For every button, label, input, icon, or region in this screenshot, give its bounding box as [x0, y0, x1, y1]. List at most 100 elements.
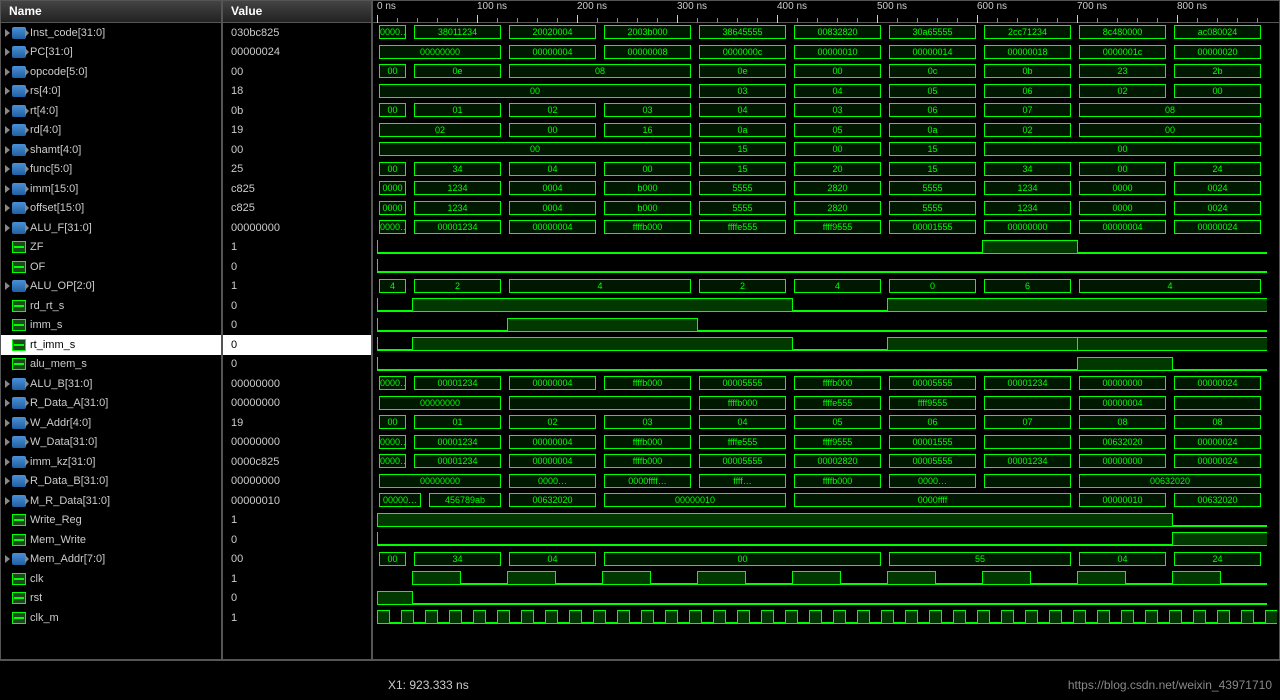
waveform-row[interactable]	[373, 296, 1279, 316]
expand-icon[interactable]	[5, 87, 10, 95]
signal-row[interactable]: rd[4:0]	[1, 121, 221, 141]
waveform-row[interactable]: 0000…0000123400000004ffffb00000005555000…	[373, 452, 1279, 472]
bus-segment: 0000…	[379, 454, 406, 468]
bus-segment: 00	[1079, 162, 1166, 176]
expand-icon[interactable]	[5, 107, 10, 115]
waveform-row[interactable]	[373, 316, 1279, 336]
expand-icon[interactable]	[5, 126, 10, 134]
signal-row[interactable]: Inst_code[31:0]	[1, 23, 221, 43]
signal-row[interactable]: OF	[1, 257, 221, 277]
expand-icon[interactable]	[5, 380, 10, 388]
waveform-row[interactable]: 00000000ffffb000ffffe555ffff955500000004	[373, 394, 1279, 414]
bus-segment: 0000…	[379, 376, 406, 390]
signal-row[interactable]: M_R_Data[31:0]	[1, 491, 221, 511]
signal-icon	[12, 612, 26, 624]
expand-icon[interactable]	[5, 282, 10, 290]
waveform-row[interactable]: 42424064	[373, 277, 1279, 297]
waveform-row[interactable]: 0000…0000123400000004ffffb000ffffe555fff…	[373, 433, 1279, 453]
signal-row[interactable]: clk	[1, 569, 221, 589]
expand-icon[interactable]	[5, 497, 10, 505]
bus-segment: 00005555	[699, 454, 786, 468]
signal-row[interactable]: rd_rt_s	[1, 296, 221, 316]
waveform-row[interactable]: 000012340004b000555528205555123400000024	[373, 179, 1279, 199]
bus-segment: 2820	[794, 181, 881, 195]
signal-row[interactable]: func[5:0]	[1, 160, 221, 180]
waveform-row[interactable]: 000e080e000c0b232b	[373, 62, 1279, 82]
expand-icon[interactable]	[5, 204, 10, 212]
bus-segment: 03	[604, 415, 691, 429]
signal-row[interactable]: ZF	[1, 238, 221, 258]
waveform-row[interactable]: 0200160a050a0200	[373, 121, 1279, 141]
waveform-row[interactable]: 0000…38011234200200042003b00038645555008…	[373, 23, 1279, 43]
signal-row[interactable]: clk_m	[1, 608, 221, 628]
signal-row[interactable]: imm[15:0]	[1, 179, 221, 199]
expand-icon[interactable]	[5, 48, 10, 56]
waveform-row[interactable]: 0015001500	[373, 140, 1279, 160]
signal-row[interactable]: imm_kz[31:0]	[1, 452, 221, 472]
bus-segment: 00000004	[509, 376, 596, 390]
waveform-row[interactable]: 00010203040506070808	[373, 413, 1279, 433]
expand-icon[interactable]	[5, 477, 10, 485]
waveform-row[interactable]: 000000000000…0000ffff…ffff…ffffb0000000……	[373, 472, 1279, 492]
expand-icon[interactable]	[5, 458, 10, 466]
signal-row[interactable]: R_Data_B[31:0]	[1, 472, 221, 492]
waveform-row[interactable]	[373, 608, 1279, 628]
expand-icon[interactable]	[5, 146, 10, 154]
signal-row[interactable]: rt[4:0]	[1, 101, 221, 121]
waveform-row[interactable]	[373, 511, 1279, 531]
signal-row[interactable]: shamt[4:0]	[1, 140, 221, 160]
bus-segment: 00632020	[1174, 493, 1261, 507]
expand-icon[interactable]	[5, 68, 10, 76]
signal-row[interactable]: opcode[5:0]	[1, 62, 221, 82]
waveform-row[interactable]: 0000000000000004000000080000000c00000010…	[373, 43, 1279, 63]
bus-segment: 00	[794, 64, 881, 78]
signal-name: R_Data_A[31:0]	[30, 397, 108, 409]
expand-icon[interactable]	[5, 419, 10, 427]
signal-row[interactable]: Write_Reg	[1, 511, 221, 531]
signal-row[interactable]: W_Addr[4:0]	[1, 413, 221, 433]
expand-icon[interactable]	[5, 438, 10, 446]
signal-row[interactable]: W_Data[31:0]	[1, 433, 221, 453]
signal-row[interactable]: ALU_OP[2:0]	[1, 277, 221, 297]
waveform-row[interactable]	[373, 257, 1279, 277]
expand-icon[interactable]	[5, 165, 10, 173]
waveform-row[interactable]: 00030405060200	[373, 82, 1279, 102]
waveform-row[interactable]: 00000…456789ab00632020000000100000ffff00…	[373, 491, 1279, 511]
expand-icon[interactable]	[5, 29, 10, 37]
waveform-row[interactable]	[373, 355, 1279, 375]
signal-row[interactable]: rst	[1, 589, 221, 609]
waveform-row[interactable]	[373, 589, 1279, 609]
signal-row[interactable]: offset[15:0]	[1, 199, 221, 219]
signal-row[interactable]: ALU_B[31:0]	[1, 374, 221, 394]
waveform-row[interactable]: 000012340004b000555528205555123400000024	[373, 199, 1279, 219]
expand-icon[interactable]	[5, 555, 10, 563]
bus-icon	[12, 397, 26, 409]
waveform-row[interactable]	[373, 569, 1279, 589]
waveform-row[interactable]	[373, 238, 1279, 258]
signal-row[interactable]: alu_mem_s	[1, 355, 221, 375]
waveform-row[interactable]: 0000…0000123400000004ffffb000ffffe555fff…	[373, 218, 1279, 238]
signal-row[interactable]: PC[31:0]	[1, 43, 221, 63]
signal-name: imm[15:0]	[30, 183, 78, 195]
signal-row[interactable]: Mem_Addr[7:0]	[1, 550, 221, 570]
bus-icon	[12, 222, 26, 234]
bus-icon	[12, 378, 26, 390]
bus-segment: 0000	[1079, 181, 1166, 195]
expand-icon[interactable]	[5, 399, 10, 407]
signal-row[interactable]: rs[4:0]	[1, 82, 221, 102]
signal-row[interactable]: R_Data_A[31:0]	[1, 394, 221, 414]
waveform-row[interactable]: 000102030403060708	[373, 101, 1279, 121]
signal-row[interactable]: Mem_Write	[1, 530, 221, 550]
waveform-row[interactable]: 00340400550424	[373, 550, 1279, 570]
timeline-ruler[interactable]: 0 ns100 ns200 ns300 ns400 ns500 ns600 ns…	[373, 1, 1279, 23]
bus-segment: 00000024	[1174, 220, 1261, 234]
waveform-row[interactable]: 0000…0000123400000004ffffb00000005555fff…	[373, 374, 1279, 394]
waveform-row[interactable]	[373, 335, 1279, 355]
signal-row[interactable]: ALU_F[31:0]	[1, 218, 221, 238]
waveform-row[interactable]	[373, 530, 1279, 550]
expand-icon[interactable]	[5, 224, 10, 232]
expand-icon[interactable]	[5, 185, 10, 193]
waveform-row[interactable]: 00340400152015340024	[373, 160, 1279, 180]
signal-row[interactable]: rt_imm_s	[1, 335, 221, 355]
signal-row[interactable]: imm_s	[1, 316, 221, 336]
